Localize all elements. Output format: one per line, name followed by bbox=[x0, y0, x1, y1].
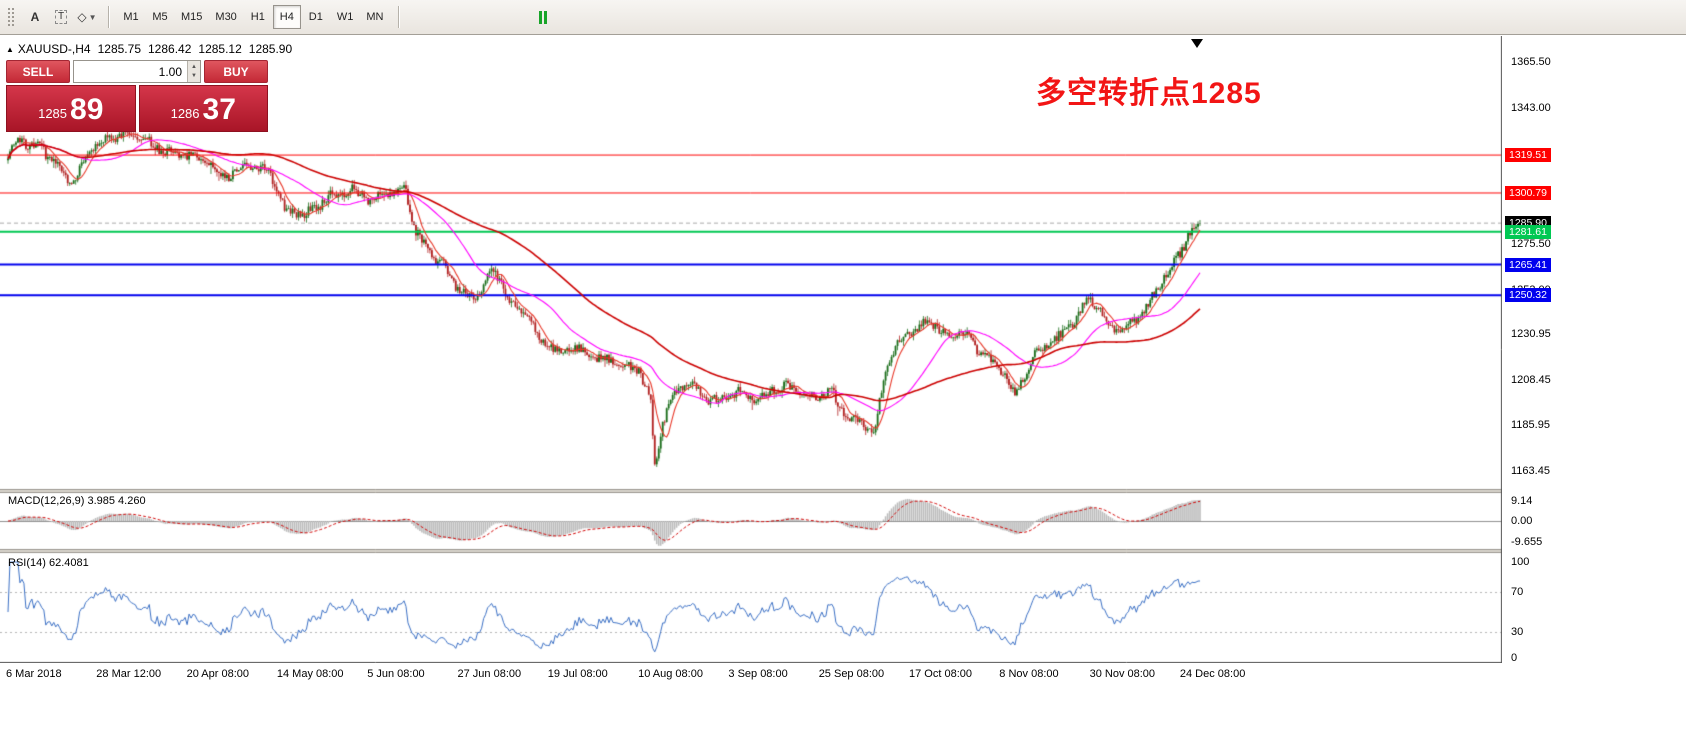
price-tick: 1163.45 bbox=[1511, 464, 1550, 477]
price-axis[interactable]: 1365.501343.001275.501253.001230.951208.… bbox=[1502, 36, 1597, 696]
caret-down-icon: ▼ bbox=[88, 12, 97, 22]
symbol-period-label: XAUUSD-,H4 bbox=[17, 42, 91, 56]
ohlc-low: 1285.12 bbox=[198, 42, 242, 56]
timeframe-m15-button[interactable]: M15 bbox=[181, 11, 203, 23]
date-tick: 14 May 08:00 bbox=[276, 668, 344, 680]
price-level-badge: 1300.79 bbox=[1505, 185, 1551, 200]
price-tick: 1275.50 bbox=[1511, 238, 1551, 251]
date-tick: 6 Mar 2018 bbox=[6, 668, 62, 680]
macd-tick: -9.655 bbox=[1511, 536, 1543, 549]
shapes-dropdown-button[interactable]: ◇ ▼ bbox=[75, 5, 99, 29]
volume-spinner[interactable]: ▲ ▼ bbox=[187, 61, 200, 82]
chart-header: ▲ XAUUSD-,H4 1285.75 1286.42 1285.12 1285.90 bbox=[6, 42, 292, 56]
toolbar-grip[interactable] bbox=[7, 7, 15, 27]
price-tick: 1230.95 bbox=[1511, 328, 1551, 341]
date-tick: 20 Apr 08:00 bbox=[186, 668, 249, 680]
one-click-trading-panel: SELL 1.00 ▲ ▼ BUY 1285 89 1286 37 bbox=[6, 60, 268, 132]
toolbar-separator bbox=[108, 6, 109, 28]
price-level-badge: 1250.32 bbox=[1505, 288, 1551, 303]
date-tick: 27 Jun 08:00 bbox=[457, 668, 522, 680]
sell-button[interactable]: SELL bbox=[6, 60, 70, 83]
date-tick: 19 Jul 08:00 bbox=[547, 668, 608, 680]
buy-button[interactable]: BUY bbox=[204, 60, 268, 83]
text-label-tool-button[interactable]: T bbox=[49, 5, 73, 29]
timeframe-w1-button[interactable]: W1 bbox=[336, 11, 354, 23]
bid-price-tile[interactable]: 1285 89 bbox=[6, 85, 136, 132]
date-tick: 8 Nov 08:00 bbox=[999, 668, 1059, 680]
date-tick: 28 Mar 12:00 bbox=[96, 668, 162, 680]
timeframe-h4-button[interactable]: H4 bbox=[272, 5, 301, 29]
date-tick: 30 Nov 08:00 bbox=[1089, 668, 1156, 680]
spinner-down-icon[interactable]: ▼ bbox=[191, 72, 197, 79]
price-chart-canvas[interactable] bbox=[0, 36, 1502, 663]
timeframes-toolbar: M1 M5 M15 M30 H1 H4 D1 W1 MN bbox=[117, 5, 390, 29]
timeframe-m5-button[interactable]: M5 bbox=[152, 11, 168, 23]
price-level-badge: 1265.41 bbox=[1505, 257, 1551, 272]
date-tick: 24 Dec 08:00 bbox=[1179, 668, 1246, 680]
macd-indicator-label: MACD(12,26,9) 3.985 4.260 bbox=[8, 495, 146, 507]
date-tick: 3 Sep 08:00 bbox=[728, 668, 788, 680]
price-tick: 1343.00 bbox=[1511, 101, 1551, 114]
font-tool-button[interactable]: A bbox=[23, 5, 47, 29]
price-tick: 1185.95 bbox=[1511, 419, 1550, 432]
spinner-up-icon[interactable]: ▲ bbox=[191, 63, 197, 70]
rsi-tick: 30 bbox=[1511, 626, 1524, 638]
rsi-tick: 100 bbox=[1511, 556, 1530, 568]
time-axis[interactable]: 6 Mar 2018 28 Mar 12:00 20 Apr 08:00 14 May… bbox=[0, 665, 1502, 687]
collapse-panel-icon[interactable]: ▲ bbox=[6, 45, 14, 54]
rsi-tick: 0 bbox=[1511, 652, 1518, 664]
timeframe-m30-button[interactable]: M30 bbox=[215, 11, 237, 23]
ohlc-high: 1286.42 bbox=[148, 42, 192, 56]
price-level-badge: 1281.61 bbox=[1505, 224, 1551, 239]
main-toolbar: A T ◇ ▼ M1 M5 M15 M30 H1 H4 D1 W1 MN bbox=[0, 0, 1686, 35]
tick-chart-icon[interactable] bbox=[539, 10, 550, 24]
ohlc-open: 1285.75 bbox=[97, 42, 141, 56]
price-level-badge: 1319.51 bbox=[1505, 148, 1551, 163]
timeframe-d1-button[interactable]: D1 bbox=[308, 11, 323, 23]
date-tick: 17 Oct 08:00 bbox=[909, 668, 972, 680]
ask-price-main: 1286 bbox=[170, 106, 200, 121]
timeframe-mn-button[interactable]: MN bbox=[366, 11, 384, 23]
macd-tick: 0.00 bbox=[1511, 515, 1533, 527]
timeframe-m1-button[interactable]: M1 bbox=[123, 11, 139, 23]
toolbar-separator bbox=[398, 6, 400, 28]
date-tick: 5 Jun 08:00 bbox=[367, 668, 425, 680]
volume-value: 1.00 bbox=[158, 64, 182, 79]
ohlc-close: 1285.90 bbox=[248, 42, 293, 56]
price-tick: 1365.50 bbox=[1511, 56, 1551, 68]
date-tick: 25 Sep 08:00 bbox=[818, 668, 885, 680]
rsi-indicator-label: RSI(14) 62.4081 bbox=[8, 557, 89, 569]
bid-price-pips: 89 bbox=[70, 93, 104, 126]
date-tick: 10 Aug 08:00 bbox=[638, 668, 703, 680]
bid-price-main: 1285 bbox=[38, 106, 68, 121]
chart-shift-marker[interactable] bbox=[1191, 39, 1203, 48]
font-tool-icon: A bbox=[30, 10, 40, 24]
drawing-tools-group: A T ◇ ▼ bbox=[22, 5, 100, 29]
ask-price-pips: 37 bbox=[202, 93, 236, 126]
price-tick: 1208.45 bbox=[1511, 373, 1551, 386]
shapes-dropdown-icon: ◇ bbox=[77, 10, 87, 24]
timeframe-h1-button[interactable]: H1 bbox=[250, 11, 265, 23]
text-label-tool-icon: T bbox=[54, 10, 68, 24]
macd-tick: 9.14 bbox=[1511, 494, 1533, 507]
ask-price-tile[interactable]: 1286 37 bbox=[138, 85, 268, 132]
chart-subwindow: ▲ XAUUSD-,H4 1285.75 1286.42 1285.12 1285.90 … bbox=[0, 36, 1686, 739]
chart-text-annotation[interactable]: 多空转折点1285 bbox=[1036, 77, 1262, 110]
rsi-tick: 70 bbox=[1511, 586, 1524, 598]
volume-input[interactable]: 1.00 ▲ ▼ bbox=[73, 60, 201, 83]
